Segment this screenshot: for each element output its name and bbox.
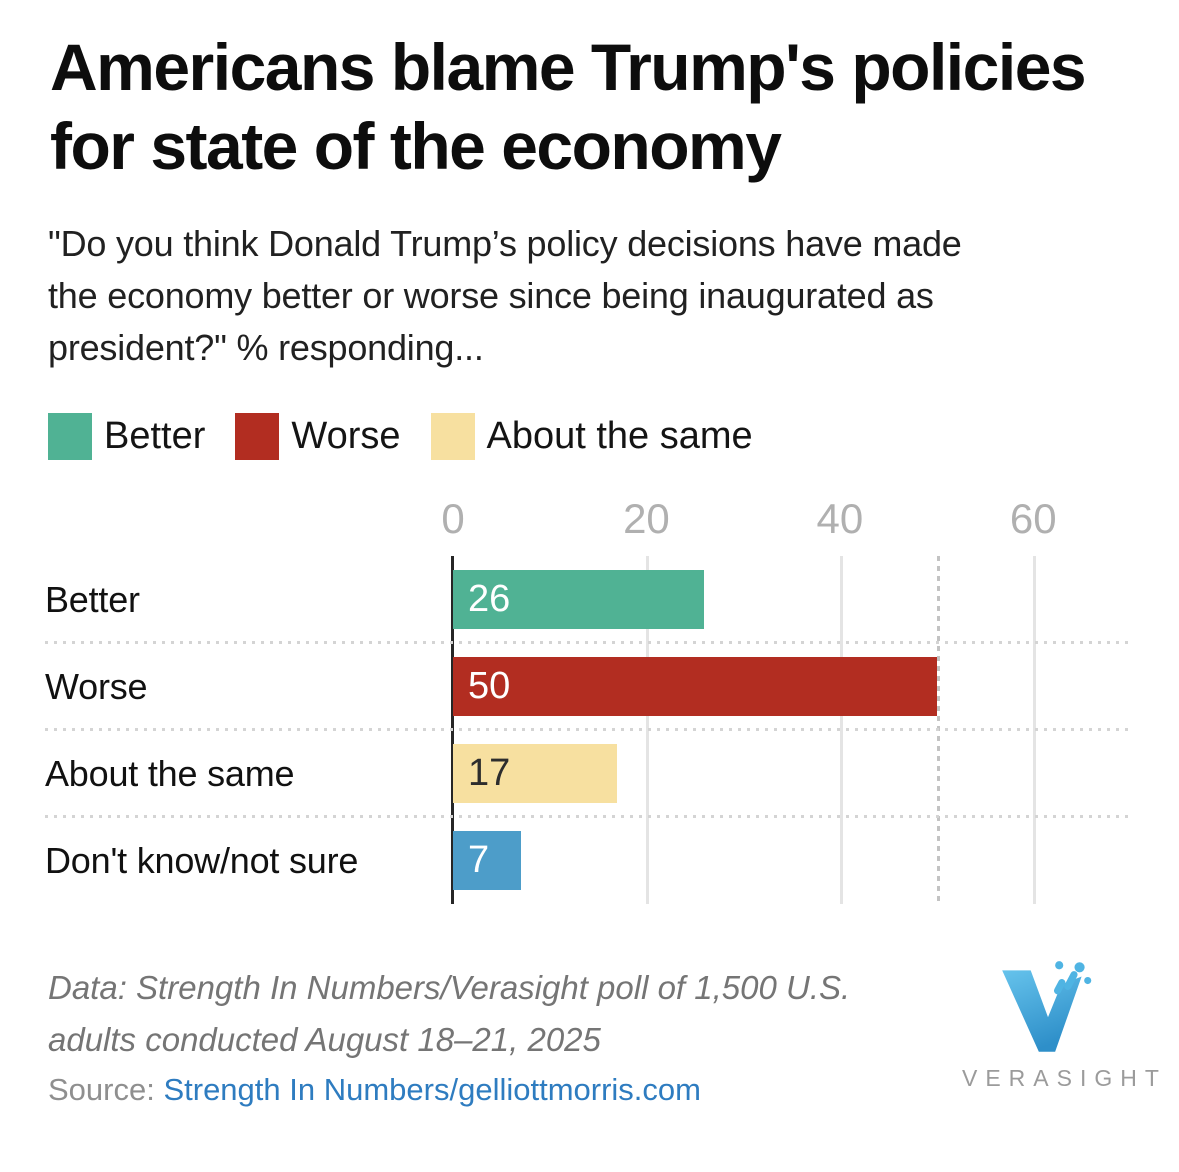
- x-axis-tick: 0: [441, 495, 465, 542]
- legend-item: Better: [48, 413, 205, 460]
- bar-slot: 50: [453, 643, 1130, 730]
- row-separator: [45, 728, 1130, 731]
- row-separator: [45, 641, 1130, 644]
- legend-item: About the same: [430, 413, 753, 460]
- category-label: Better: [45, 578, 140, 620]
- legend-label: About the same: [486, 415, 753, 457]
- bar-don-t-know-not-sure: 7: [453, 831, 521, 890]
- legend-label: Worse: [291, 415, 401, 457]
- x-axis-ticks: 0 20 40 60: [441, 495, 1130, 545]
- bar-slot: 7: [453, 817, 1130, 904]
- bar-slot: 17: [453, 730, 1130, 817]
- bar-about-the-same: 17: [453, 744, 618, 803]
- verasight-logo: VERASIGHT: [958, 958, 1167, 1092]
- bar-worse: 50: [453, 657, 937, 716]
- legend-swatch-about-the-same: [430, 413, 475, 460]
- source-link[interactable]: Strength In Numbers/gelliottmorris.com: [163, 1072, 701, 1107]
- chart-subtitle: "Do you think Donald Trump’s policy deci…: [48, 223, 962, 368]
- legend-swatch-better: [48, 413, 92, 460]
- legend-swatch-worse: [235, 413, 280, 460]
- verasight-wordmark: VERASIGHT: [962, 1065, 1167, 1091]
- legend-label: Better: [104, 415, 206, 457]
- chart-row-don-t-know-not-sure: Don't know/not sure 7: [45, 817, 1130, 904]
- row-separator: [45, 815, 1130, 818]
- chart-row-better: Better 26: [45, 556, 1130, 643]
- source-line: Source: Strength In Numbers/gelliottmorr…: [48, 1072, 701, 1108]
- bar-chart: Better 26 Worse 50 About the same 17 Don't kno…: [45, 556, 1130, 904]
- verasight-v-icon: [1002, 961, 1092, 1052]
- chart-row-about-the-same: About the same 17: [45, 730, 1130, 817]
- bar-value-label: 26: [468, 578, 511, 620]
- data-note: Data: Strength In Numbers/Verasight poll…: [48, 969, 851, 1058]
- x-axis-tick: 20: [623, 495, 670, 542]
- legend-item: Worse: [235, 413, 401, 460]
- bar-slot: 26: [453, 556, 1130, 643]
- bar-better: 26: [453, 570, 705, 629]
- chart-row-worse: Worse 50: [45, 643, 1130, 730]
- category-label: About the same: [45, 752, 295, 794]
- bar-value-label: 50: [468, 665, 511, 707]
- chart-rows: Better 26 Worse 50 About the same 17 Don't kno…: [45, 556, 1130, 904]
- source-label: Source:: [48, 1072, 164, 1107]
- x-axis-tick: 60: [1009, 495, 1057, 542]
- category-label: Worse: [45, 665, 148, 707]
- bar-value-label: 17: [468, 752, 511, 794]
- x-axis-tick: 40: [816, 495, 864, 542]
- chart-title: Americans blame Trump's policies for sta…: [50, 30, 1087, 183]
- category-label: Don't know/not sure: [45, 839, 359, 881]
- legend: Better Worse About the same: [48, 413, 753, 460]
- bar-value-label: 7: [468, 839, 490, 881]
